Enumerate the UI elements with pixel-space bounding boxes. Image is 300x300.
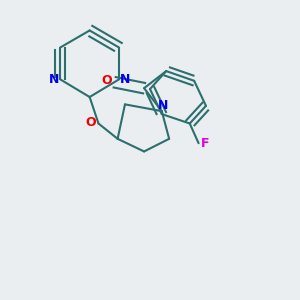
Text: O: O (85, 116, 95, 128)
Text: N: N (49, 73, 59, 86)
Text: O: O (101, 74, 112, 87)
Text: N: N (158, 99, 168, 112)
Text: F: F (201, 137, 209, 150)
Text: N: N (120, 73, 131, 86)
